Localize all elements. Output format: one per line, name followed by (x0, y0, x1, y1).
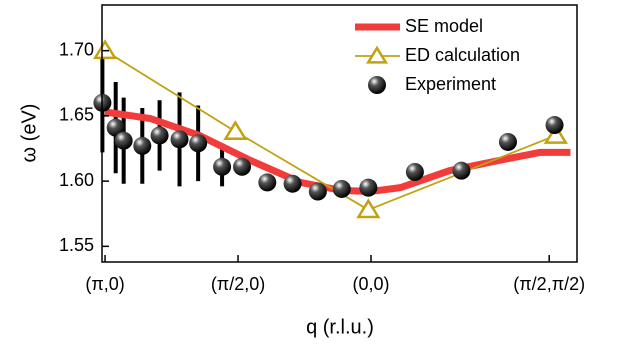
y-axis-label: ω (eV) (18, 104, 40, 163)
data-point (106, 118, 125, 137)
data-point (150, 126, 169, 145)
data-point (405, 162, 424, 181)
x-tick-label: (π/2,0) (211, 274, 265, 294)
calc-marker (92, 39, 118, 60)
x-axis-label: q (r.l.u.) (306, 316, 374, 338)
x-tick-label: (π/2,π/2) (513, 274, 585, 294)
legend-label: Experiment (405, 74, 496, 94)
plot-frame (101, 4, 578, 263)
legend-marker (368, 76, 386, 94)
data-point (233, 157, 252, 176)
calc-marker (223, 120, 248, 140)
x-tick-label: (0,0) (353, 274, 390, 294)
data-point (283, 174, 302, 193)
y-tick-label: 1.55 (59, 235, 94, 255)
legend-label: SE model (405, 16, 483, 36)
data-point (545, 116, 564, 135)
data-point (170, 130, 189, 149)
y-tick-label: 1.60 (59, 170, 94, 190)
calc-marker (356, 198, 381, 219)
data-point (359, 178, 378, 197)
data-point (213, 157, 232, 176)
data-point (133, 136, 152, 155)
data-point (258, 173, 277, 192)
calc-marker (543, 124, 568, 144)
legend-label: ED calculation (405, 45, 520, 65)
y-tick-label: 1.65 (59, 105, 94, 125)
data-point (498, 132, 517, 151)
data-point (332, 179, 351, 198)
legend-marker (365, 45, 389, 64)
model-line (104, 108, 571, 196)
data-point (189, 134, 208, 153)
data-point (114, 131, 133, 150)
data-point (452, 161, 471, 180)
x-tick-label: (π,0) (85, 274, 124, 294)
data-point (308, 182, 327, 201)
y-tick-label: 1.70 (59, 39, 94, 59)
